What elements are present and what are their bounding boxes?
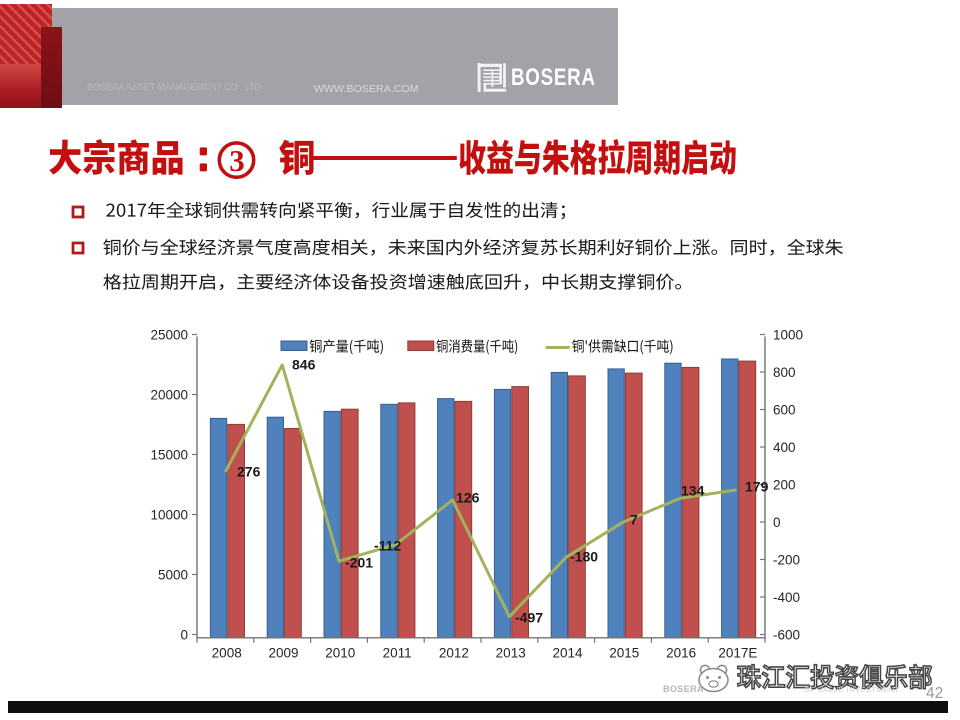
svg-text:200: 200 xyxy=(773,477,796,492)
svg-text:7: 7 xyxy=(630,511,638,527)
svg-text:0: 0 xyxy=(773,515,781,530)
svg-text:2014: 2014 xyxy=(552,645,583,660)
svg-text:20000: 20000 xyxy=(150,387,188,402)
svg-text:0: 0 xyxy=(180,627,188,642)
svg-text:5000: 5000 xyxy=(158,567,188,582)
svg-text:2013: 2013 xyxy=(496,645,526,660)
svg-text:-112: -112 xyxy=(374,537,401,553)
svg-text:-497: -497 xyxy=(515,609,543,625)
svg-text:2012: 2012 xyxy=(439,645,469,660)
svg-text:2016: 2016 xyxy=(666,645,696,660)
svg-text:2008: 2008 xyxy=(212,645,242,660)
svg-text:25000: 25000 xyxy=(150,327,188,342)
svg-text:126: 126 xyxy=(456,489,480,505)
svg-text:600: 600 xyxy=(773,402,796,417)
svg-text:2015: 2015 xyxy=(609,645,639,660)
svg-text:2009: 2009 xyxy=(268,645,298,660)
svg-text:400: 400 xyxy=(773,440,796,455)
svg-text:-400: -400 xyxy=(773,590,800,605)
svg-text:846: 846 xyxy=(292,356,316,372)
svg-text:1000: 1000 xyxy=(773,327,803,342)
svg-text:800: 800 xyxy=(773,365,796,380)
svg-text:-200: -200 xyxy=(773,552,800,567)
svg-text:-180: -180 xyxy=(570,548,598,564)
svg-text:2011: 2011 xyxy=(383,645,412,660)
svg-text:2017E: 2017E xyxy=(718,645,757,660)
svg-text:134: 134 xyxy=(681,482,705,498)
svg-text:15000: 15000 xyxy=(150,447,188,462)
svg-text:2010: 2010 xyxy=(325,645,355,660)
svg-text:-201: -201 xyxy=(345,554,373,570)
svg-text:10000: 10000 xyxy=(150,507,188,522)
svg-text:-600: -600 xyxy=(773,627,800,642)
svg-text:3: 3 xyxy=(229,143,245,178)
svg-text:276: 276 xyxy=(237,463,261,479)
svg-text:179: 179 xyxy=(745,478,769,494)
